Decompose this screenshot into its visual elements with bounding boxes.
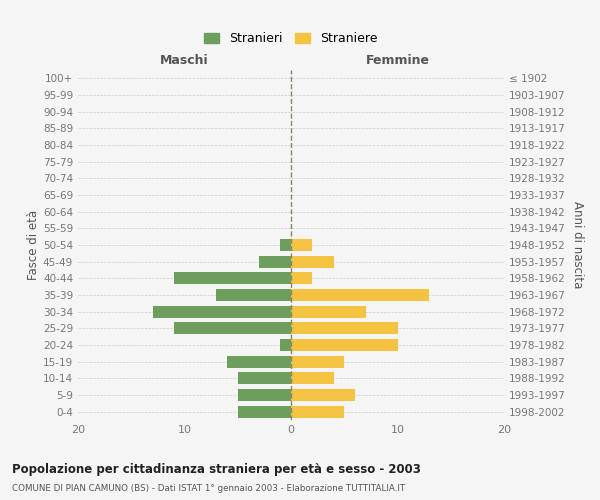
Bar bbox=[291, 322, 398, 334]
Bar bbox=[217, 289, 291, 301]
Bar bbox=[152, 306, 291, 318]
Bar bbox=[291, 339, 398, 351]
Bar bbox=[227, 356, 291, 368]
Text: Femmine: Femmine bbox=[365, 54, 430, 66]
Bar bbox=[291, 306, 365, 318]
Text: Maschi: Maschi bbox=[160, 54, 209, 66]
Bar bbox=[280, 239, 291, 251]
Bar bbox=[238, 372, 291, 384]
Text: COMUNE DI PIAN CAMUNO (BS) - Dati ISTAT 1° gennaio 2003 - Elaborazione TUTTITALI: COMUNE DI PIAN CAMUNO (BS) - Dati ISTAT … bbox=[12, 484, 405, 493]
Y-axis label: Fasce di età: Fasce di età bbox=[27, 210, 40, 280]
Bar bbox=[291, 356, 344, 368]
Y-axis label: Anni di nascita: Anni di nascita bbox=[571, 202, 584, 288]
Bar bbox=[291, 239, 313, 251]
Bar bbox=[259, 256, 291, 268]
Bar bbox=[174, 322, 291, 334]
Text: Popolazione per cittadinanza straniera per età e sesso - 2003: Popolazione per cittadinanza straniera p… bbox=[12, 462, 421, 475]
Bar bbox=[291, 389, 355, 401]
Bar bbox=[291, 372, 334, 384]
Bar bbox=[238, 406, 291, 417]
Bar bbox=[291, 406, 344, 417]
Bar bbox=[291, 289, 430, 301]
Bar bbox=[280, 339, 291, 351]
Bar bbox=[174, 272, 291, 284]
Bar bbox=[291, 272, 313, 284]
Bar bbox=[291, 256, 334, 268]
Bar bbox=[238, 389, 291, 401]
Legend: Stranieri, Straniere: Stranieri, Straniere bbox=[199, 28, 383, 50]
